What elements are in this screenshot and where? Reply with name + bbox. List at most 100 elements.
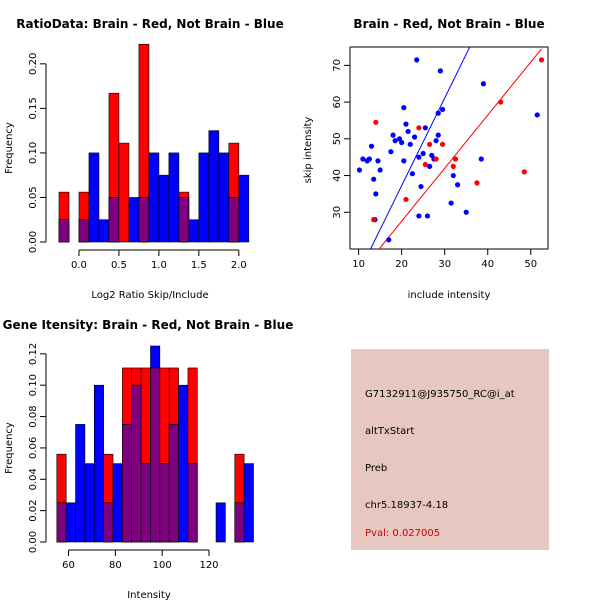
scatter-y-tick-label: 70 <box>332 59 343 72</box>
ratio-x-tick-label: 0.0 <box>71 260 87 271</box>
gene-x-tick-label: 120 <box>199 560 218 571</box>
gene-x-tick-label: 80 <box>109 560 122 571</box>
brain-point <box>416 125 422 131</box>
intensity-scatter: Brain - Red, Not Brain - Blue include in… <box>303 17 549 301</box>
not-brain-point <box>371 176 377 182</box>
ratio-y-tick-label: 0.00 <box>28 231 39 253</box>
gene-histogram-title: Gene Itensity: Brain - Red, Not Brain - … <box>3 318 294 332</box>
not-brain-point <box>435 132 441 138</box>
ratio-x-tick-label: 2.0 <box>231 260 247 271</box>
not-brain-point <box>416 154 422 160</box>
brain-point <box>538 57 545 63</box>
gene-bar-overlap <box>131 384 142 543</box>
brain-point <box>498 99 504 105</box>
not-brain-point <box>388 149 394 155</box>
info-panel-background <box>351 349 549 550</box>
not-brain-point <box>418 183 424 190</box>
not-brain-point <box>416 213 422 219</box>
ratio-y-tick-label: 0.20 <box>28 53 39 75</box>
gene-histogram-ylabel: Frequency <box>4 422 15 474</box>
ratio-y-tick-label: 0.15 <box>28 97 39 119</box>
gene-bar-not-brain <box>75 424 86 543</box>
not-brain-point <box>478 156 484 162</box>
gene-bar-overlap <box>103 502 114 543</box>
not-brain-point <box>409 171 416 177</box>
ratio-bar-overlap <box>138 197 150 243</box>
gene-bar-overlap <box>168 424 179 543</box>
scatter-plot-area <box>356 47 545 249</box>
ratio-histogram: RatioData: Brain - Red, Not Brain - Blue… <box>4 17 284 301</box>
not-brain-point <box>433 138 439 144</box>
ratio-bar-not-brain <box>168 152 180 243</box>
ratio-bar-not-brain <box>218 152 230 243</box>
not-brain-point <box>534 112 540 118</box>
brain-point <box>422 161 428 168</box>
ratio-bar-not-brain <box>158 174 170 243</box>
brain-point <box>439 141 446 147</box>
gene-y-tick-label: 0.02 <box>28 500 39 522</box>
ratio-bar-not-brain <box>198 152 210 243</box>
gene-y-tick-label: 0.10 <box>28 374 39 396</box>
gene-bar-overlap <box>56 502 67 543</box>
p-value: Pval: 0.027005 <box>365 528 440 539</box>
scatter-x-tick-label: 30 <box>438 259 451 270</box>
gene-y-tick-label: 0.04 <box>28 468 39 490</box>
ratio-histogram-title: RatioData: Brain - Red, Not Brain - Blue <box>16 17 283 31</box>
ratio-x-tick-label: 1.0 <box>151 260 167 271</box>
gene-bar-not-brain <box>65 502 76 543</box>
not-brain-point <box>427 163 433 169</box>
brain-fit-line <box>378 48 542 249</box>
scatter-x-tick-label: 10 <box>352 259 365 270</box>
not-brain-fit-line <box>369 47 471 249</box>
ratio-y-tick-label: 0.10 <box>28 142 39 164</box>
not-brain-point <box>422 125 428 131</box>
not-brain-point <box>480 81 487 87</box>
not-brain-point <box>439 106 446 113</box>
ratio-bar-overlap <box>108 197 120 243</box>
not-brain-point <box>375 158 381 164</box>
scatter-title: Brain - Red, Not Brain - Blue <box>353 17 544 31</box>
scatter-y-tick-label: 30 <box>332 206 343 219</box>
gene-bar-overlap <box>159 463 170 543</box>
not-brain-point <box>455 182 461 188</box>
not-brain-point <box>390 132 396 138</box>
gene-y-tick-label: 0.00 <box>28 531 39 553</box>
not-brain-point <box>401 105 407 111</box>
not-brain-point <box>463 209 469 215</box>
brain-point <box>403 196 409 203</box>
ratio-bar-not-brain <box>208 130 220 243</box>
ratio-bar-overlap <box>228 197 240 243</box>
gene-x-tick-label: 100 <box>153 560 172 571</box>
ratio-bar-brain <box>118 142 130 243</box>
ratio-bar-overlap <box>58 219 70 243</box>
ratio-bar-not-brain <box>98 219 110 243</box>
scatter-y-tick-label: 40 <box>332 169 343 182</box>
brain-point <box>427 141 433 147</box>
brain-point <box>373 119 379 125</box>
gene-bar-not-brain <box>243 463 254 543</box>
ratio-histogram-xlabel: Log2 Ratio Skip/Include <box>91 290 208 301</box>
gene-x-tick-label: 60 <box>62 560 75 571</box>
not-brain-point <box>360 156 366 162</box>
brain-point <box>371 217 377 223</box>
not-brain-point <box>411 134 418 140</box>
gene-bar-overlap <box>234 502 245 543</box>
ratio-x-tick-label: 1.5 <box>191 260 207 271</box>
not-brain-point <box>377 167 383 173</box>
ratio-bar-not-brain <box>148 152 160 243</box>
gene-name: Preb <box>365 463 387 474</box>
not-brain-point <box>366 156 372 162</box>
gene-bar-not-brain <box>93 384 104 543</box>
ratio-bar-not-brain <box>188 219 200 243</box>
gene-y-tick-label: 0.08 <box>28 405 39 427</box>
brain-point <box>450 163 456 169</box>
scatter-y-tick-label: 50 <box>332 132 343 145</box>
gene-histogram-xlabel: Intensity <box>127 590 171 600</box>
gene-y-tick-label: 0.12 <box>28 343 39 365</box>
brain-point <box>433 156 439 162</box>
not-brain-point <box>448 200 454 206</box>
ratio-y-tick-label: 0.05 <box>28 186 39 208</box>
ratio-bar-overlap <box>178 197 190 243</box>
scatter-x-tick-label: 40 <box>481 259 494 270</box>
